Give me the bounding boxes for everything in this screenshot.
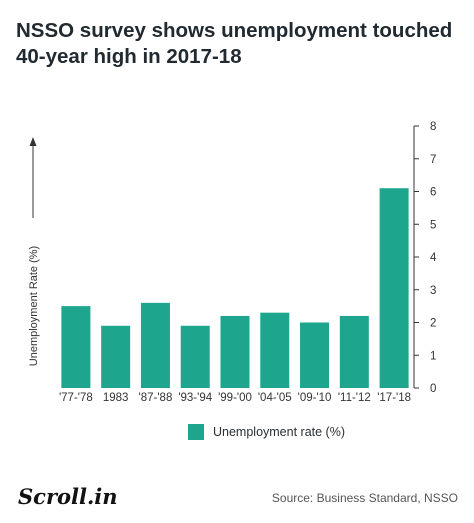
y-axis: 0 1 2 3 4 5 6 7 8: [413, 121, 437, 395]
y-tick-label: 4: [430, 252, 437, 264]
bar-6: [300, 322, 330, 388]
bar-1: [101, 325, 131, 388]
y-tick-label: 3: [430, 285, 436, 297]
y-axis-label-group: Unemployment Rate (%): [28, 137, 40, 366]
bar-4: [220, 315, 250, 388]
x-tick-label: '04-'05: [258, 392, 292, 404]
x-tick-label: '77-'78: [59, 392, 93, 404]
y-tick-label: 6: [430, 187, 436, 199]
x-tick-label: '17-'18: [377, 392, 411, 404]
y-tick-label: 0: [430, 383, 436, 395]
x-tick-label: '09-'10: [298, 392, 332, 404]
y-axis-label: Unemployment Rate (%): [28, 246, 40, 366]
x-tick-label: '87-'88: [139, 392, 173, 404]
y-tick-label: 1: [430, 350, 436, 362]
y-tick-label: 8: [430, 121, 436, 133]
legend: Unemployment rate (%): [188, 424, 345, 440]
bar-3: [180, 325, 210, 388]
y-tick-label: 5: [430, 219, 436, 231]
bar-0: [61, 306, 91, 388]
bar-2: [140, 302, 170, 388]
bar-7: [339, 315, 369, 388]
x-tick-label: 1983: [103, 392, 129, 404]
arrow-up-icon: [29, 137, 37, 146]
chart-title: NSSO survey shows unemployment touched 4…: [16, 19, 453, 68]
source-note: Source: Business Standard, NSSO: [271, 491, 458, 505]
bar-5: [260, 312, 290, 388]
bars-group: [61, 188, 409, 388]
x-tick-label: '11-'12: [338, 392, 371, 404]
scroll-logo: Scroll.in: [18, 484, 118, 509]
x-tick-label: '99-'00: [218, 392, 252, 404]
y-tick-label: 7: [430, 154, 436, 166]
legend-swatch: [188, 424, 204, 440]
bar-8: [379, 188, 409, 388]
y-tick-label: 2: [430, 318, 436, 330]
x-tick-label: '93-'94: [178, 392, 212, 404]
x-tick-labels: '77-'78 1983 '87-'88 '93-'94 '99-'00 '04-'05 '…: [59, 392, 411, 404]
legend-label: Unemployment rate (%): [213, 425, 345, 439]
